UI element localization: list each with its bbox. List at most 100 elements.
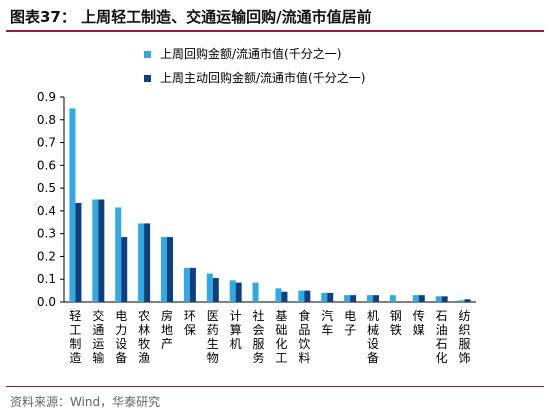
bar [92, 199, 99, 302]
x-tick-label: 油 [436, 323, 448, 337]
x-tick-label: 环 [184, 309, 196, 323]
bar [373, 295, 379, 302]
bar [161, 237, 167, 302]
bar [275, 288, 282, 302]
x-tick-label: 产 [161, 337, 173, 351]
bar [115, 207, 122, 302]
y-tick-label: 0.8 [37, 113, 56, 127]
x-tick-label: 服 [459, 337, 471, 351]
x-tick-label: 纺 [459, 309, 471, 323]
x-tick-label: 子 [344, 323, 356, 337]
x-tick-label: 社 [253, 308, 265, 323]
bar [458, 300, 465, 302]
y-tick-label: 0.1 [37, 272, 56, 286]
legend-label: 上周回购金额/流通市值(千分之一) [160, 46, 341, 61]
bar [75, 202, 82, 302]
chart-title: 图表37： 上周轻工制造、交通运输回购/流通市值居前 [10, 8, 372, 26]
x-tick-label: 输 [92, 350, 104, 365]
chart-area: 上周回购金额/流通市值(千分之一) 上周主动回购金额/流通市值(千分之一) 0.0 0… [0, 36, 550, 381]
bar [350, 295, 357, 302]
x-tick-label: 会 [253, 323, 265, 337]
bar [304, 290, 311, 302]
bar [327, 292, 334, 302]
x-tick-label: 交 [92, 308, 104, 323]
x-tick-label: 基 [275, 309, 287, 323]
x-tick-label: 铁 [390, 323, 402, 337]
footer-divider [6, 386, 544, 387]
x-tick-label: 药 [207, 323, 219, 337]
x-tick-label: 算 [230, 322, 242, 337]
x-tick-label: 备 [367, 351, 379, 365]
x-tick-label: 农 [138, 309, 150, 323]
x-tick-label: 电 [344, 309, 356, 323]
x-tick-label: 造 [69, 351, 81, 365]
bar [235, 282, 242, 302]
x-tick-label: 渔 [138, 351, 150, 365]
x-tick-label: 石 [436, 309, 448, 323]
x-tick-label: 电 [115, 309, 127, 323]
bar [389, 295, 396, 302]
x-tick-label: 林 [138, 323, 150, 337]
x-tick-label: 化 [275, 337, 287, 351]
bar [206, 273, 213, 302]
x-tick-label: 汽 [321, 308, 333, 323]
y-tick-label: 0.5 [37, 181, 56, 195]
bar [418, 295, 425, 302]
x-tick-label: 料 [298, 351, 310, 365]
x-tick-label: 务 [253, 350, 265, 365]
x-tick-label: 传 [413, 308, 425, 323]
bar [367, 295, 373, 302]
bar [229, 280, 236, 302]
bar [212, 278, 219, 302]
legend-swatch [144, 75, 151, 82]
x-tick-label: 轻 [69, 309, 81, 323]
x-tick-label: 生 [207, 337, 219, 351]
x-tick-label: 机 [230, 337, 242, 351]
x-tick-label: 工 [69, 323, 81, 337]
title-bar: 图表37： 上周轻工制造、交通运输回购/流通市值居前 [0, 0, 550, 36]
bar [412, 295, 419, 302]
title-divider [6, 30, 544, 32]
bar [183, 267, 190, 302]
bar-chart: 上周回购金额/流通市值(千分之一) 上周主动回购金额/流通市值(千分之一) 0.0 0… [37, 46, 476, 365]
x-tick-label: 服 [253, 337, 265, 351]
bar [98, 199, 105, 302]
x-tick-label: 地 [161, 323, 173, 337]
x-tick-label: 车 [321, 322, 333, 337]
x-tick-label: 设 [115, 337, 127, 351]
x-tick-label: 饰 [459, 351, 471, 365]
x-tick-label: 计 [230, 309, 242, 323]
y-tick-label: 0.9 [37, 90, 56, 104]
x-tick-label: 设 [367, 337, 379, 351]
bar [144, 223, 151, 302]
x-tick-label: 饮 [298, 337, 310, 351]
bar [167, 237, 173, 302]
bar [441, 296, 448, 302]
x-tick-label: 通 [92, 323, 104, 337]
bar [252, 282, 259, 302]
x-tick-label: 品 [298, 323, 310, 337]
x-tick-label: 食 [298, 308, 310, 323]
x-tick-label: 织 [459, 323, 471, 337]
bar [298, 290, 305, 302]
y-tick-label: 0.0 [37, 295, 56, 309]
legend-label: 上周主动回购金额/流通市值(千分之一) [160, 70, 365, 85]
x-tick-label: 医 [207, 309, 219, 323]
x-tick-label: 化 [436, 351, 448, 365]
y-tick-label: 0.7 [37, 136, 56, 150]
bar [189, 267, 196, 302]
x-tick-label: 保 [184, 323, 196, 337]
bar [464, 299, 471, 302]
x-tick-label: 媒 [413, 323, 425, 337]
x-tick-label: 牧 [138, 337, 150, 351]
bar [281, 291, 288, 302]
x-tick-label: 石 [436, 337, 448, 351]
x-tick-label: 工 [275, 351, 287, 365]
bar [344, 295, 351, 302]
source-note: 资料来源：Wind，华泰研究 [10, 395, 161, 409]
bar [321, 292, 328, 302]
x-tick-label: 制 [69, 337, 81, 351]
x-tick-label: 机 [367, 309, 379, 323]
x-tick-label: 械 [367, 322, 379, 337]
x-tick-label: 力 [115, 323, 127, 337]
